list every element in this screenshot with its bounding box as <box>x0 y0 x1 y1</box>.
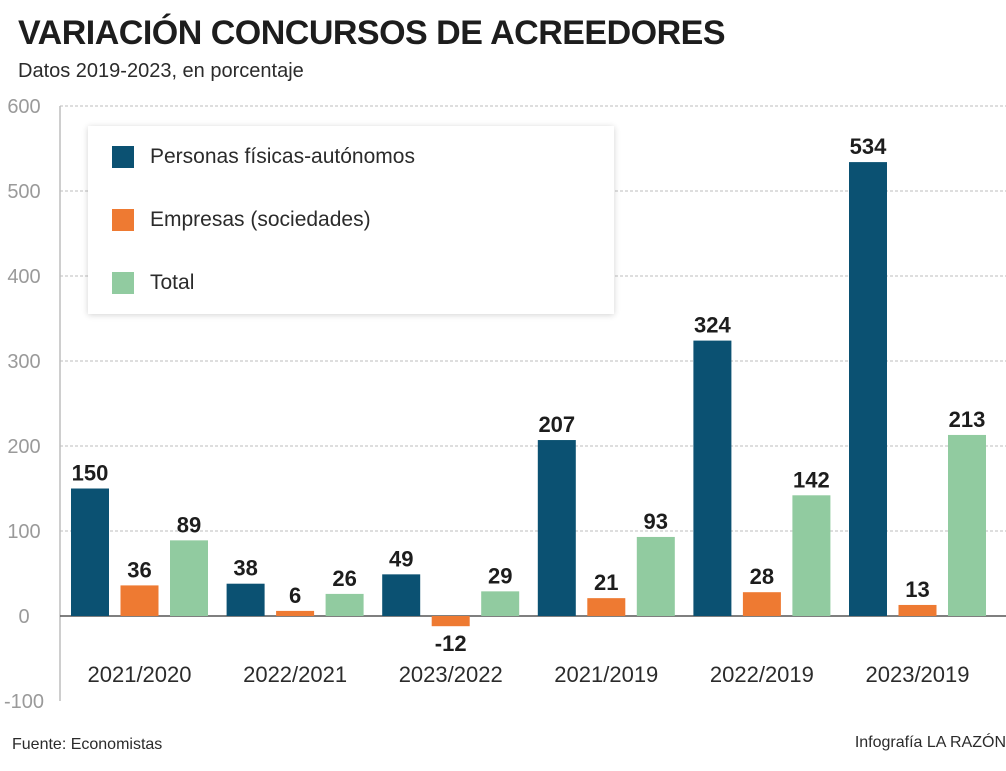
bar <box>587 598 626 616</box>
y-tick-label: 200 <box>7 436 40 458</box>
data-label: 213 <box>949 407 986 432</box>
data-label: 49 <box>389 546 413 571</box>
data-label: 13 <box>905 577 929 602</box>
y-tick-label: 400 <box>7 266 40 288</box>
y-tick-label: 500 <box>7 181 40 203</box>
data-label: 6 <box>289 583 301 608</box>
chart-legend: Personas físicas-autónomos Empresas (soc… <box>88 126 614 314</box>
data-label: 26 <box>332 566 356 591</box>
bar <box>849 162 887 616</box>
legend-swatch-personas <box>112 146 134 168</box>
x-category-label: 2023/2022 <box>399 662 503 687</box>
data-label: 534 <box>850 134 887 159</box>
chart-title: VARIACIÓN CONCURSOS DE ACREEDORES <box>18 14 726 52</box>
data-label: 324 <box>694 313 731 338</box>
data-label: 89 <box>177 512 201 537</box>
data-label: 21 <box>594 570 618 595</box>
data-label: 36 <box>127 557 151 582</box>
data-label: 93 <box>644 509 668 534</box>
source-note: Fuente: Economistas <box>12 736 163 753</box>
data-label: 28 <box>750 564 774 589</box>
y-tick-label: 600 <box>7 96 40 118</box>
y-tick-label: -100 <box>4 691 44 713</box>
bar <box>898 604 937 616</box>
y-tick-label: 0 <box>18 606 29 628</box>
bar <box>120 585 159 616</box>
legend-label-empresas: Empresas (sociedades) <box>150 208 371 231</box>
bar <box>325 593 364 616</box>
bar <box>481 591 520 616</box>
bar <box>226 583 265 616</box>
x-category-label: 2023/2019 <box>866 662 970 687</box>
y-tick-label: 300 <box>7 351 40 373</box>
legend-swatch-total <box>112 272 134 294</box>
data-label: 207 <box>538 412 575 437</box>
x-category-label: 2021/2020 <box>88 662 192 687</box>
bar <box>276 610 315 616</box>
bar <box>170 540 208 616</box>
bar <box>431 616 470 627</box>
x-category-label: 2022/2021 <box>243 662 347 687</box>
bar <box>693 340 732 616</box>
legend-label-total: Total <box>150 271 195 294</box>
chart-subtitle: Datos 2019-2023, en porcentaje <box>18 60 304 82</box>
legend-label-personas: Personas físicas-autónomos <box>150 145 415 168</box>
y-tick-label: 100 <box>7 521 40 543</box>
bar <box>382 574 421 616</box>
data-label: -12 <box>435 631 467 656</box>
bar <box>792 495 831 616</box>
bar <box>537 440 576 616</box>
x-category-label: 2022/2019 <box>710 662 814 687</box>
bar <box>636 536 675 616</box>
legend-swatch-empresas <box>112 209 134 231</box>
data-label: 29 <box>488 563 512 588</box>
bar <box>71 488 109 616</box>
data-label: 38 <box>233 556 257 581</box>
legend-item-total: Total <box>112 268 194 298</box>
data-label: 142 <box>793 467 830 492</box>
bar <box>742 592 781 616</box>
legend-item-empresas: Empresas (sociedades) <box>112 205 371 235</box>
x-category-label: 2021/2019 <box>554 662 658 687</box>
legend-item-personas: Personas físicas-autónomos <box>112 142 415 172</box>
data-label: 150 <box>72 461 109 486</box>
credit-note: Infografía LA RAZÓN <box>854 734 1006 751</box>
bar <box>948 434 986 616</box>
